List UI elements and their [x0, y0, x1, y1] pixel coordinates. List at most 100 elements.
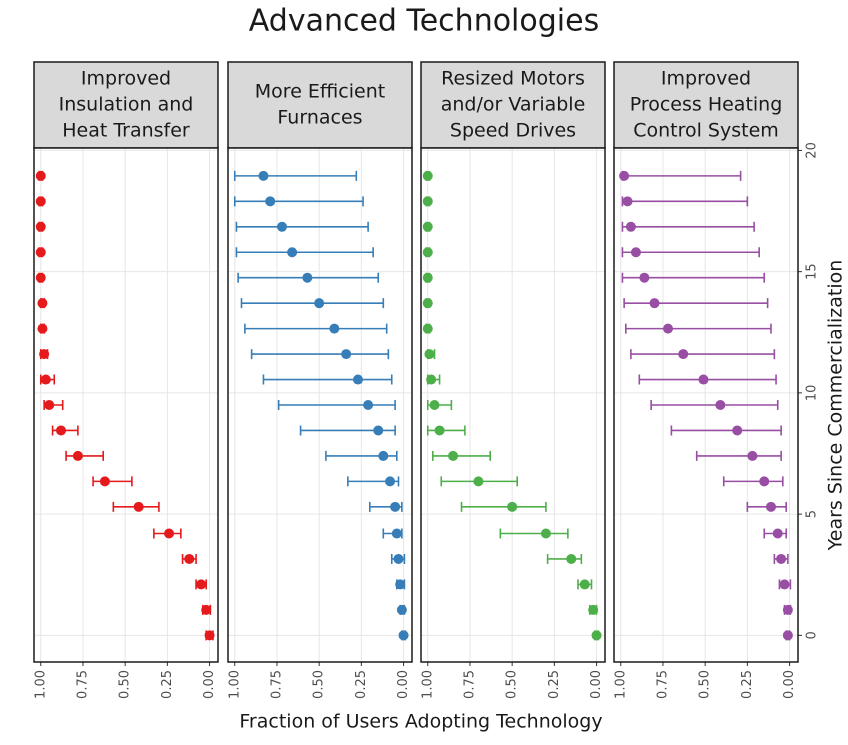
- point: [302, 272, 313, 283]
- error-bar: [235, 221, 369, 232]
- x-tick-label: 1.00: [227, 670, 242, 699]
- point: [448, 450, 459, 461]
- error-bar: [670, 425, 782, 436]
- panel-border: [613, 147, 799, 663]
- point: [429, 400, 440, 410]
- point: [588, 604, 599, 615]
- point: [422, 247, 433, 258]
- point: [277, 221, 288, 232]
- point: [35, 170, 46, 181]
- point: [566, 553, 577, 564]
- error-bar: [426, 425, 466, 436]
- point: [630, 247, 641, 258]
- point: [35, 221, 46, 232]
- point: [779, 579, 790, 590]
- point: [40, 374, 51, 385]
- point: [133, 501, 144, 512]
- point: [201, 604, 212, 615]
- y-tick-label: 10: [805, 385, 820, 402]
- x-tick-label: 0.50: [118, 670, 133, 699]
- point: [424, 349, 435, 360]
- point: [398, 630, 409, 641]
- panel-title: Speed Drives: [450, 120, 576, 142]
- error-bar: [499, 528, 569, 539]
- point: [765, 501, 776, 512]
- point: [44, 400, 55, 410]
- error-bar: [233, 196, 364, 207]
- x-tick-label: 0.25: [160, 670, 175, 699]
- error-bar: [460, 501, 547, 512]
- point: [422, 272, 433, 283]
- y-tick-label: 5: [805, 510, 820, 518]
- point: [391, 528, 402, 539]
- point: [422, 196, 433, 207]
- point: [619, 170, 630, 181]
- error-bar: [65, 450, 105, 461]
- x-axis-label: Fraction of Users Adopting Technology: [239, 711, 602, 733]
- panel-title: and/or Variable: [441, 94, 586, 116]
- error-bar: [630, 349, 776, 360]
- x-tick-label: 0.75: [462, 670, 477, 699]
- point: [639, 272, 650, 283]
- point: [625, 221, 636, 232]
- x-tick-label: 0.50: [698, 670, 713, 699]
- point: [196, 579, 207, 590]
- point: [99, 476, 110, 487]
- point: [37, 323, 48, 334]
- y-tick-label: 20: [805, 142, 820, 159]
- error-bar: [621, 247, 760, 258]
- panel-border: [227, 147, 413, 663]
- point: [507, 501, 518, 512]
- point: [329, 323, 340, 334]
- error-bar: [244, 323, 388, 334]
- panel-title: Control System: [633, 120, 779, 142]
- point: [341, 349, 352, 360]
- x-tick-label: 0.25: [354, 670, 369, 699]
- error-bar: [233, 170, 358, 181]
- point: [35, 247, 46, 258]
- x-tick-label: 0.75: [655, 670, 670, 699]
- panel-title: Resized Motors: [441, 68, 585, 90]
- point: [352, 374, 363, 385]
- point: [258, 170, 269, 181]
- x-tick-label: 0.25: [547, 670, 562, 699]
- y-tick-label: 15: [805, 263, 820, 280]
- point: [396, 604, 407, 615]
- point: [678, 349, 689, 360]
- point: [422, 323, 433, 334]
- point: [772, 528, 783, 539]
- y-axis-label: Years Since Commercialization: [825, 260, 847, 552]
- point: [378, 450, 389, 461]
- point: [287, 247, 298, 258]
- point: [540, 528, 551, 539]
- x-tick-label: 0.75: [75, 670, 90, 699]
- x-tick-label: 0.50: [312, 670, 327, 699]
- point: [663, 323, 674, 334]
- panel-border: [420, 147, 606, 663]
- error-bar: [722, 476, 784, 487]
- point: [184, 553, 195, 564]
- error-bar: [240, 298, 385, 309]
- strip-box: [227, 61, 413, 149]
- point: [393, 553, 404, 564]
- x-tick-label: 1.00: [420, 670, 435, 699]
- point: [473, 476, 484, 487]
- point: [782, 630, 793, 641]
- point: [426, 374, 437, 385]
- panel-title: Improved: [81, 68, 171, 90]
- panel-title: More Efficient: [255, 81, 385, 103]
- point: [39, 349, 50, 360]
- error-bar: [621, 196, 749, 207]
- x-tick-label: 0.75: [269, 670, 284, 699]
- error-bar: [262, 374, 393, 385]
- x-tick-label: 0.00: [202, 670, 217, 699]
- point: [422, 298, 433, 309]
- strip-box: [613, 61, 799, 149]
- point: [373, 425, 384, 436]
- point: [649, 298, 660, 309]
- x-tick-label: 0.00: [589, 670, 604, 699]
- error-bar: [277, 400, 396, 410]
- point: [56, 425, 67, 436]
- panel-border: [33, 147, 219, 663]
- point: [776, 553, 787, 564]
